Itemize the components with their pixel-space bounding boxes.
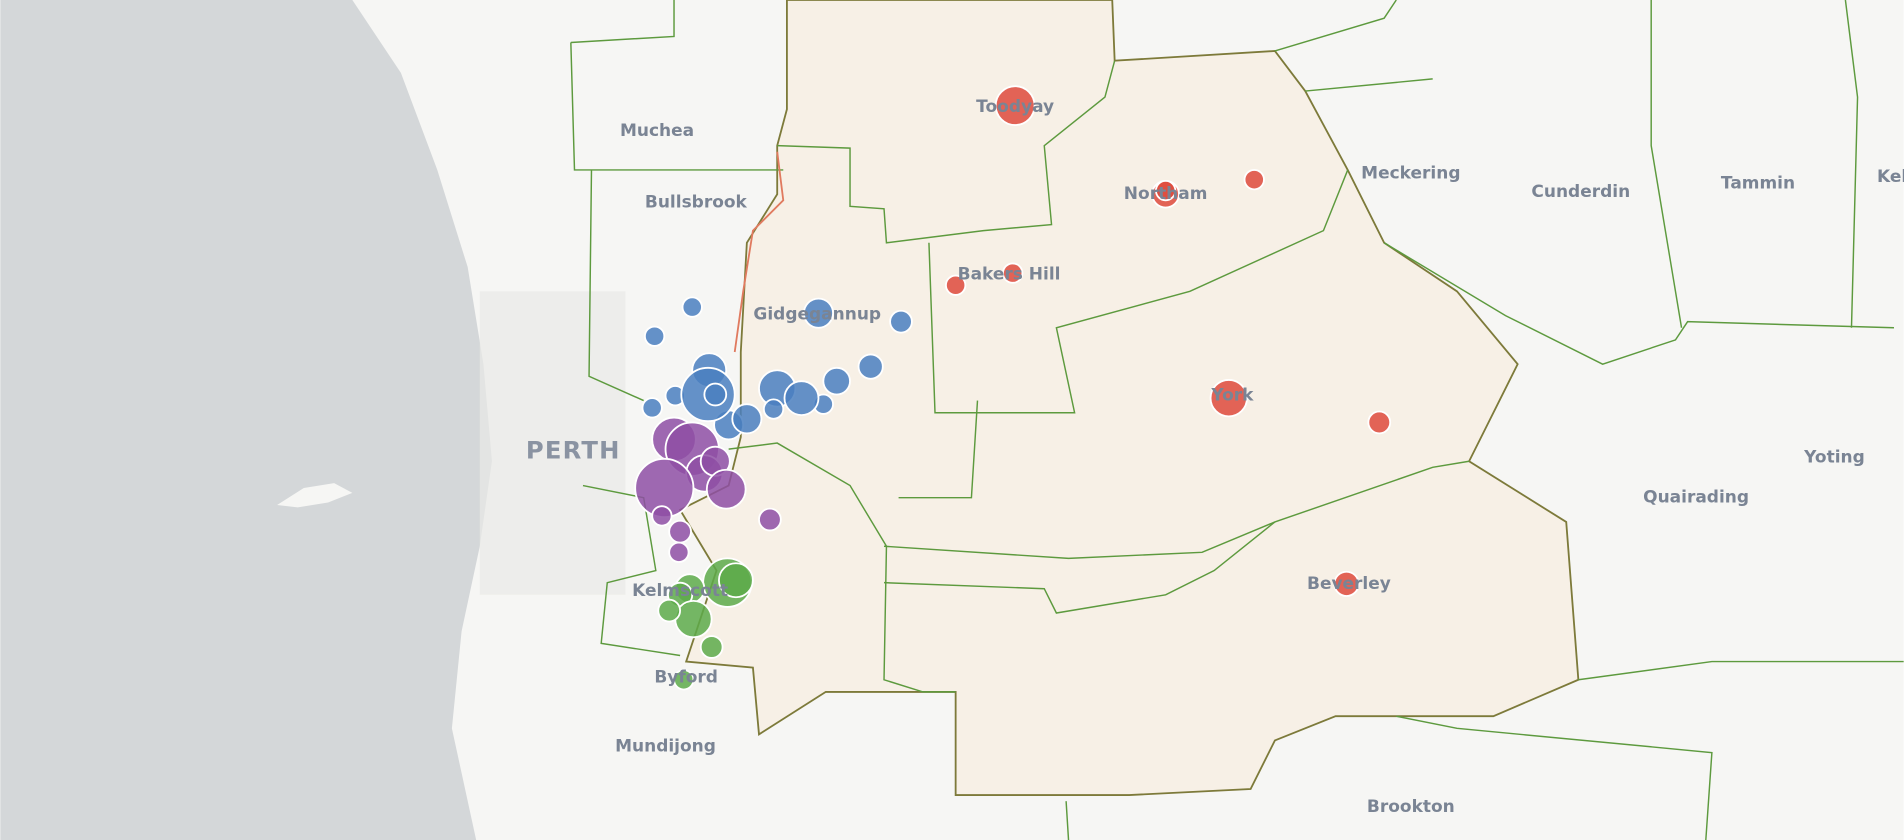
bubble bbox=[1333, 570, 1360, 597]
place-label: Toodyay bbox=[976, 97, 1054, 117]
bubble bbox=[674, 599, 713, 639]
place-label: York bbox=[1210, 386, 1254, 406]
place-label: Northam bbox=[1124, 184, 1208, 204]
bubble bbox=[758, 507, 782, 532]
bubble bbox=[802, 297, 834, 329]
bubble bbox=[783, 380, 820, 417]
boundaries bbox=[570, 0, 1904, 840]
bubble bbox=[641, 397, 663, 419]
island bbox=[277, 483, 353, 508]
bubble bbox=[762, 398, 785, 420]
bubble bbox=[1367, 410, 1392, 435]
place-label: Quairading bbox=[1643, 488, 1749, 508]
place-label: Muchea bbox=[620, 121, 694, 141]
place-label: Meckering bbox=[1361, 164, 1460, 184]
place-label: Brookton bbox=[1367, 797, 1455, 817]
bubble bbox=[657, 598, 682, 623]
place-label: Mundijong bbox=[615, 737, 716, 757]
bubble bbox=[651, 505, 673, 527]
place-label: Gidgegannup bbox=[753, 304, 881, 324]
bubble bbox=[1243, 169, 1265, 191]
bubble bbox=[994, 85, 1036, 126]
labels: Muchea Bullsbrook Gidgegannup Toodyay No… bbox=[526, 97, 1904, 817]
place-label: Byford bbox=[654, 667, 718, 687]
ocean bbox=[0, 0, 492, 840]
place-label: Yoting bbox=[1803, 448, 1865, 468]
place-label: Kelmscott bbox=[632, 581, 728, 601]
bubble bbox=[703, 382, 728, 407]
bubble bbox=[699, 635, 724, 659]
urban-area bbox=[479, 291, 626, 595]
place-label: Bullsbrook bbox=[645, 193, 748, 213]
shire-border bbox=[733, 151, 785, 353]
city-label: PERTH bbox=[526, 436, 621, 465]
bubble bbox=[731, 403, 763, 435]
bubble bbox=[643, 325, 666, 347]
bubbles bbox=[634, 85, 1392, 691]
bubble bbox=[822, 366, 851, 396]
bubble bbox=[673, 669, 695, 691]
bubble bbox=[1209, 379, 1248, 418]
bubble bbox=[668, 541, 690, 563]
place-label: Beverley bbox=[1307, 574, 1391, 594]
region bbox=[678, 0, 1580, 796]
bubble bbox=[857, 353, 884, 380]
bubble bbox=[1155, 179, 1177, 202]
place-label: Bakers Hill bbox=[958, 264, 1061, 284]
place-label: Cunderdin bbox=[1531, 182, 1630, 202]
bubble bbox=[718, 562, 754, 599]
bubble bbox=[889, 309, 913, 334]
bubble bbox=[1002, 262, 1024, 284]
bubble bbox=[681, 296, 703, 318]
place-label: Tammin bbox=[1721, 173, 1795, 193]
bubble bbox=[668, 519, 692, 544]
place-label: Kel bbox=[1877, 167, 1904, 187]
bubble bbox=[945, 274, 967, 296]
bubble bbox=[705, 468, 747, 510]
